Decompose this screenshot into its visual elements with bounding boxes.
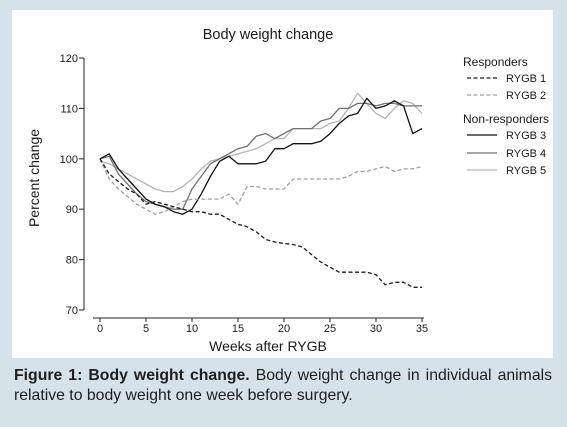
legend-item-rygb-2: RYGB 2 <box>467 90 546 102</box>
x-tick-label: 5 <box>143 323 149 335</box>
legend-label-rygb-3: RYGB 3 <box>506 130 546 142</box>
y-tick-label: 70 <box>66 305 78 317</box>
x-tick-label: 10 <box>186 323 198 335</box>
x-tick-label: 20 <box>278 323 290 335</box>
legend: Responders RYGB 1 RYGB 2 Non-responders … <box>463 55 549 177</box>
legend-label-rygb-2: RYGB 2 <box>506 90 546 102</box>
y-tick-label: 100 <box>60 154 78 166</box>
legend-group-title-non-responders: Non-responders <box>463 112 549 126</box>
legend-label-rygb-1: RYGB 1 <box>506 73 546 85</box>
figure-panel: Body weight change Percent change Weeks … <box>12 10 553 358</box>
legend-label-rygb-5: RYGB 5 <box>506 165 546 177</box>
series-line-rygb-5 <box>99 92 423 193</box>
x-axis-label: Weeks after RYGB <box>209 338 327 354</box>
y-axis-label: Percent change <box>26 129 42 227</box>
legend-item-rygb-3: RYGB 3 <box>467 130 546 142</box>
x-tick-label: 25 <box>324 323 336 335</box>
caption-label: Figure 1: Body weight change. <box>14 367 250 384</box>
legend-group-title-responders: Responders <box>463 55 528 69</box>
x-tick-label: 30 <box>370 323 382 335</box>
x-axis-ticks: 0 5 10 15 20 25 30 35 <box>97 318 428 335</box>
x-tick-label: 0 <box>97 323 103 335</box>
series-line-rygb-3 <box>99 97 423 215</box>
y-tick-label: 90 <box>66 204 78 216</box>
legend-label-rygb-4: RYGB 4 <box>506 148 546 160</box>
legend-item-rygb-1: RYGB 1 <box>467 73 546 85</box>
x-tick-label: 35 <box>416 323 428 335</box>
caption-text: Body weight change in individual animals… <box>14 367 553 404</box>
y-axis-ticks: 70 80 90 100 110 120 <box>60 53 84 317</box>
figure-caption: Figure 1: Body weight change. Body weigh… <box>14 366 552 406</box>
series-line-rygb-2 <box>99 158 423 215</box>
chart-title: Body weight change <box>203 27 334 43</box>
legend-item-rygb-4: RYGB 4 <box>467 148 546 160</box>
series-line-rygb-1 <box>99 158 422 288</box>
y-tick-label: 120 <box>60 53 78 65</box>
y-tick-label: 110 <box>60 103 78 115</box>
series-lines <box>99 92 423 288</box>
legend-item-rygb-5: RYGB 5 <box>467 165 546 177</box>
body-weight-line-chart: Body weight change Percent change Weeks … <box>26 27 549 354</box>
x-tick-label: 15 <box>232 323 244 335</box>
y-tick-label: 80 <box>66 255 78 267</box>
series-line-rygb-4 <box>99 102 422 210</box>
